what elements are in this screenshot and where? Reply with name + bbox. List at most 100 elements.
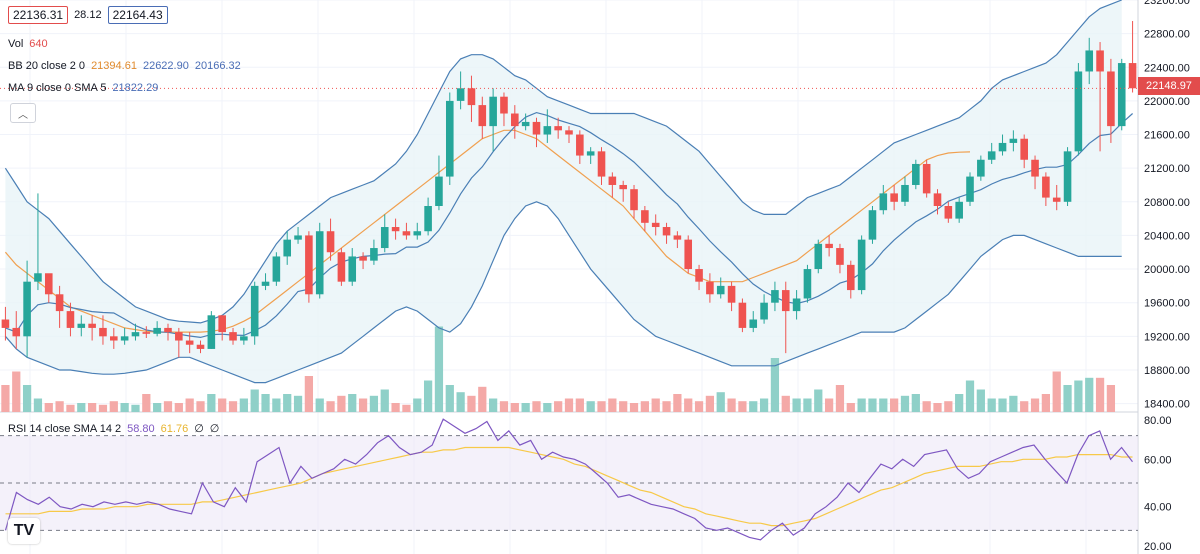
candle-body	[836, 248, 844, 265]
volume-bar	[629, 403, 639, 412]
volume-bar	[88, 403, 97, 412]
candle-body	[554, 126, 562, 131]
bollinger-upper-line	[4, 0, 1122, 324]
volume-bar	[803, 398, 812, 412]
bollinger-legend[interactable]: BB 20 close 2 0 21394.61 22622.90 20166.…	[8, 60, 241, 72]
open-price-box: 22136.31	[8, 6, 69, 24]
volume-bar	[608, 398, 617, 412]
volume-bar	[987, 398, 996, 412]
price-tick-label: 21600.00	[1144, 130, 1190, 142]
rsi-tick-label: 60.00	[1144, 454, 1172, 466]
volume-legend[interactable]: Vol 640	[8, 38, 48, 50]
ma-value: 21822.29	[112, 82, 159, 94]
bollinger-label: BB 20 close 2 0	[8, 60, 86, 72]
candle-body	[1128, 63, 1137, 89]
candle-body	[749, 319, 758, 328]
candle-body	[977, 159, 985, 177]
volume-bar	[434, 326, 444, 412]
candle-body	[846, 264, 855, 291]
volume-bar	[846, 403, 855, 412]
volume-bar	[835, 385, 845, 412]
volume-bar	[228, 401, 238, 412]
candle-body	[240, 336, 248, 341]
candle-body	[565, 130, 573, 135]
volume-bar	[857, 398, 866, 412]
volume-bar	[1074, 380, 1083, 412]
candle-body	[760, 302, 768, 320]
candle-body	[1052, 197, 1061, 202]
candle-body	[706, 281, 714, 295]
tradingview-logo[interactable]: TV	[8, 518, 40, 544]
volume-bar	[955, 394, 964, 412]
price-tick-label: 22000.00	[1144, 96, 1190, 108]
volume-bar	[44, 403, 53, 412]
volume-bar	[185, 398, 194, 412]
volume-bar	[445, 385, 454, 412]
volume-bar	[163, 401, 173, 412]
volume-bar	[489, 398, 498, 412]
price-axis[interactable]: 23200.00 22800.00 22400.00 22000.00 21600.00…	[1144, 0, 1190, 411]
volume-bar	[759, 398, 769, 412]
volume-bar	[239, 398, 248, 412]
volume-bar	[456, 392, 465, 412]
rsi-legend[interactable]: RSI 14 close SMA 14 2 58.80 61.76 ∅ ∅	[8, 422, 219, 436]
volume-bar	[792, 398, 801, 412]
rsi-tick-label: 80.00	[1144, 415, 1172, 427]
candle-body	[337, 252, 346, 282]
price-tick-label: 23200.00	[1144, 0, 1190, 7]
volume-bar	[478, 386, 487, 412]
price-tick-label: 22800.00	[1144, 29, 1190, 41]
candle-body	[576, 134, 584, 156]
volume-bar	[358, 398, 368, 412]
candle-body	[12, 327, 21, 337]
volume-bar	[879, 398, 888, 412]
candle-body	[966, 176, 974, 202]
volume-bar	[380, 389, 389, 412]
volume-bar	[727, 398, 736, 412]
candle-body	[608, 176, 617, 185]
volume-bar	[890, 398, 899, 412]
volume-bar	[33, 398, 43, 412]
volume-bar	[120, 403, 129, 412]
price-tick-label: 20400.00	[1144, 230, 1190, 242]
candle-body	[1117, 63, 1126, 127]
candle-body	[88, 323, 96, 328]
volume-bar	[716, 392, 725, 412]
volume-bar	[933, 403, 942, 412]
price-tick-label: 19600.00	[1144, 298, 1190, 310]
volume-bar	[467, 395, 476, 412]
volume-bar	[77, 403, 86, 412]
ma-legend[interactable]: MA 9 close 0 SMA 5 21822.29	[8, 82, 158, 94]
candle-body	[370, 248, 378, 261]
bollinger-fill-area	[5, 0, 1122, 383]
volume-bar	[1095, 377, 1105, 412]
candle-body	[825, 243, 833, 249]
candle-body	[218, 315, 226, 333]
candle-body	[781, 290, 790, 312]
price-tick-label: 19200.00	[1144, 331, 1190, 343]
rsi-axis[interactable]: 80.00 60.00 40.00 20.00	[1144, 415, 1172, 553]
volume-bar	[868, 398, 877, 412]
chevron-up-icon: ︿	[18, 109, 28, 121]
candle-body	[445, 100, 454, 177]
volume-bar	[824, 398, 834, 412]
candle-body	[456, 88, 465, 101]
volume-bar	[293, 395, 303, 412]
volume-bar	[705, 395, 715, 412]
candle-body	[478, 105, 487, 127]
candle-body	[66, 311, 75, 328]
rsi-panel	[0, 418, 1138, 541]
volume-bar	[250, 389, 259, 412]
volume-bar	[543, 403, 552, 412]
volume-value: 640	[29, 38, 48, 50]
candle-body	[500, 96, 508, 114]
volume-bar	[22, 385, 32, 412]
collapse-legend-button[interactable]: ︿	[10, 103, 36, 123]
candle-body	[521, 121, 530, 127]
candle-body	[987, 151, 996, 160]
candle-body	[901, 184, 909, 202]
volume-bar	[131, 404, 140, 412]
candle-body	[283, 239, 292, 257]
candle-body	[413, 231, 422, 236]
